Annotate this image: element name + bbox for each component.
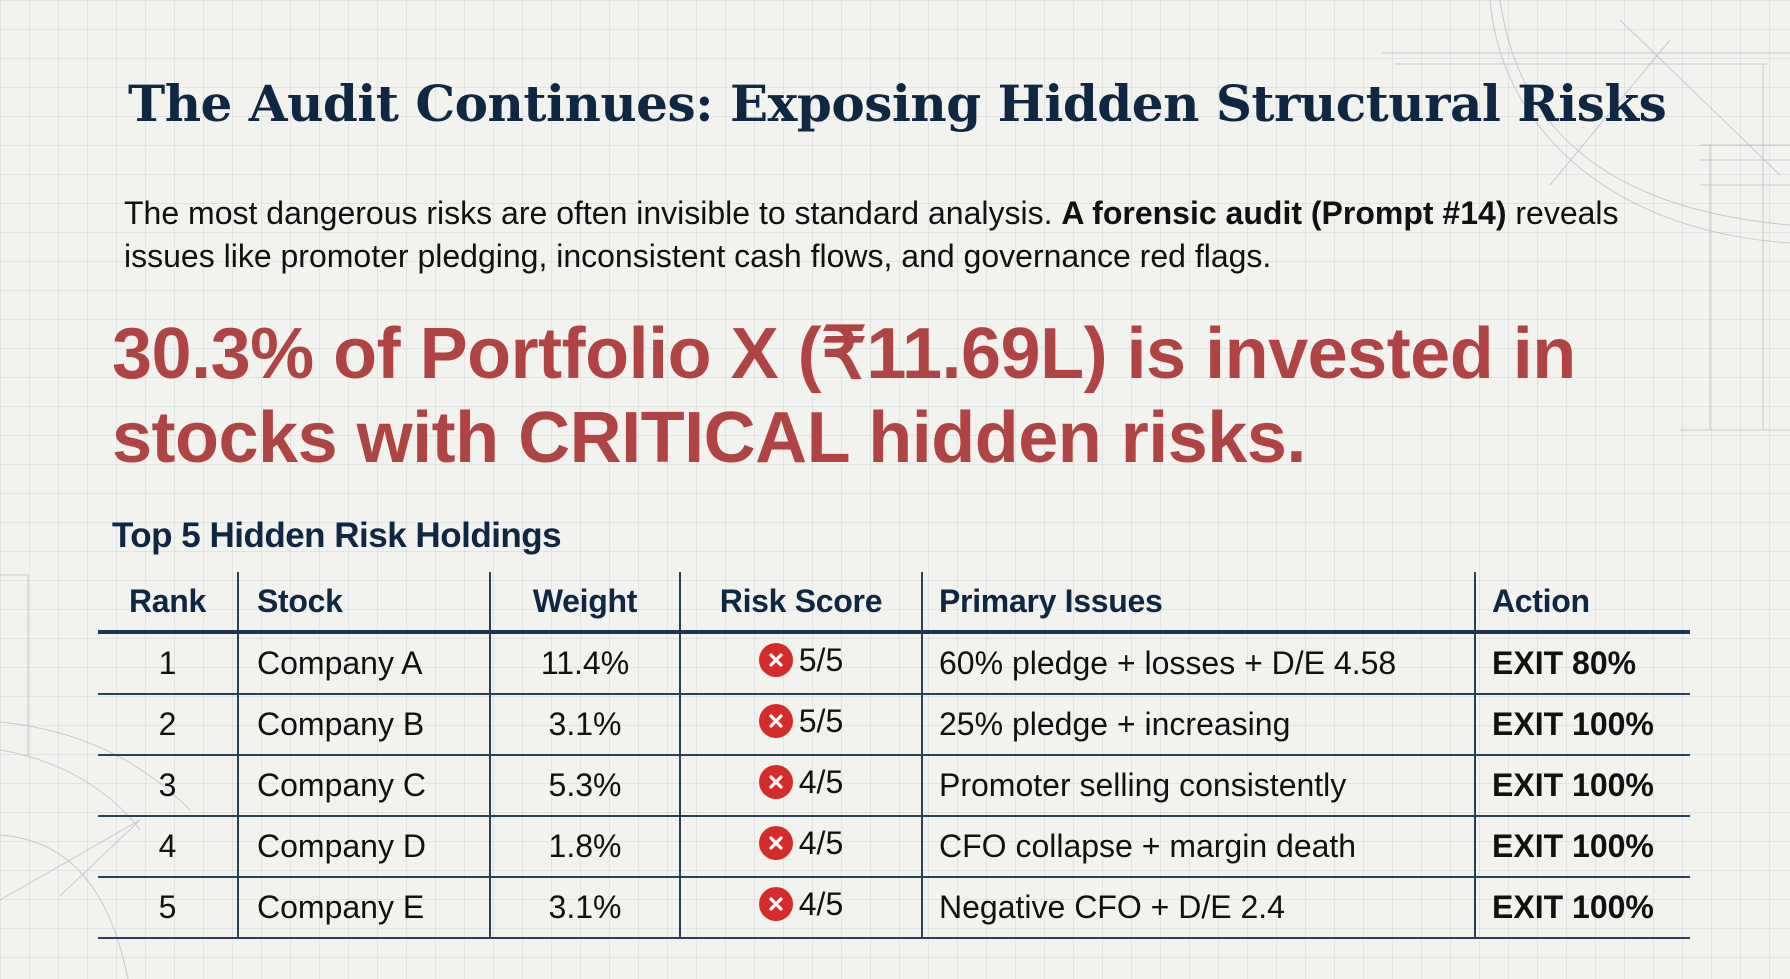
column-header-risk-score: Risk Score	[679, 572, 922, 634]
rank-cell: 1	[98, 632, 238, 695]
x-circle-icon	[758, 765, 793, 800]
risk-score-cell: 5/5	[679, 632, 922, 695]
column-header-rank: Rank	[98, 572, 238, 634]
slide-title: The Audit Continues: Exposing Hidden Str…	[128, 74, 1667, 133]
weight-cell: 3.1%	[489, 694, 680, 756]
risk-score-value: 4/5	[798, 885, 844, 922]
risk-score-value: 5/5	[798, 702, 844, 739]
rank-cell: 4	[98, 816, 238, 878]
issues-cell: 25% pledge + increasing	[921, 694, 1475, 756]
action-cell: EXIT 100%	[1474, 694, 1690, 756]
headline-stat: 30.3% of Portfolio X (₹11.69L) is invest…	[112, 314, 1576, 478]
table-row: 5 Company E 3.1% 4/5 Negative CFO + D/E …	[98, 877, 1690, 939]
risk-score-cell: 5/5	[679, 694, 922, 756]
rank-cell: 2	[98, 694, 238, 756]
issues-cell: CFO collapse + margin death	[921, 816, 1475, 878]
intro-emphasis: A forensic audit (Prompt #14)	[1061, 195, 1507, 231]
intro-text: The most dangerous risks are often invis…	[124, 195, 1062, 231]
risk-score-cell: 4/5	[679, 816, 922, 878]
table-row: 3 Company C 5.3% 4/5 Promoter selling co…	[98, 755, 1690, 817]
stock-cell: Company A	[237, 632, 490, 695]
intro-paragraph: The most dangerous risks are often invis…	[124, 192, 1684, 278]
column-header-primary-issues: Primary Issues	[921, 572, 1475, 634]
rank-cell: 3	[98, 755, 238, 817]
table-row: 2 Company B 3.1% 5/5 25% pledge + increa…	[98, 694, 1690, 756]
weight-cell: 1.8%	[489, 816, 680, 878]
stock-cell: Company B	[237, 694, 490, 756]
action-cell: EXIT 100%	[1474, 816, 1690, 878]
table-row: 1 Company A 11.4% 5/5 60% pledge + losse…	[98, 632, 1690, 695]
column-header-weight: Weight	[489, 572, 680, 634]
column-header-stock: Stock	[237, 572, 490, 634]
intro-text-continued: reveals issues like promoter pledging, i…	[124, 195, 1619, 274]
x-circle-icon	[758, 826, 793, 861]
hidden-risk-table: Rank Stock Weight Risk Score Primary Iss…	[98, 572, 1690, 939]
risk-score-cell: 4/5	[679, 877, 922, 939]
stock-cell: Company C	[237, 755, 490, 817]
stock-cell: Company E	[237, 877, 490, 939]
weight-cell: 11.4%	[489, 632, 680, 695]
action-cell: EXIT 100%	[1474, 877, 1690, 939]
x-circle-icon	[758, 704, 793, 739]
issues-cell: Promoter selling consistently	[921, 755, 1475, 817]
risk-score-value: 4/5	[798, 824, 844, 861]
issues-cell: 60% pledge + losses + D/E 4.58	[921, 632, 1475, 695]
column-header-action: Action	[1474, 572, 1690, 634]
risk-score-cell: 4/5	[679, 755, 922, 817]
issues-cell: Negative CFO + D/E 2.4	[921, 877, 1475, 939]
weight-cell: 3.1%	[489, 877, 680, 939]
stock-cell: Company D	[237, 816, 490, 878]
action-cell: EXIT 100%	[1474, 755, 1690, 817]
risk-score-value: 5/5	[798, 641, 844, 678]
table-row: 4 Company D 1.8% 4/5 CFO collapse + marg…	[98, 816, 1690, 878]
x-circle-icon	[758, 643, 793, 678]
table-title: Top 5 Hidden Risk Holdings	[112, 516, 562, 555]
x-circle-icon	[758, 887, 793, 922]
risk-score-value: 4/5	[798, 763, 844, 800]
weight-cell: 5.3%	[489, 755, 680, 817]
action-cell: EXIT 80%	[1474, 632, 1690, 695]
table-header-row: Rank Stock Weight Risk Score Primary Iss…	[98, 572, 1690, 634]
rank-cell: 5	[98, 877, 238, 939]
